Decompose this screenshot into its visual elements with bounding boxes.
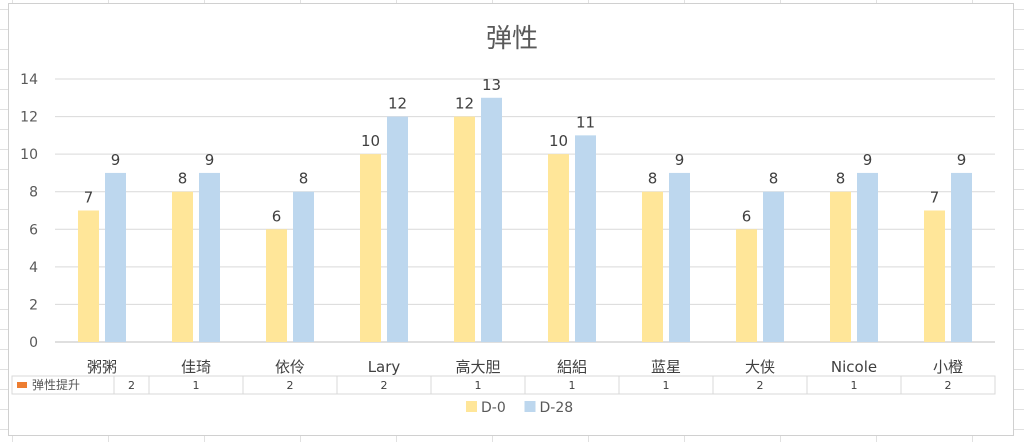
y-tick-label: 8 (29, 185, 38, 201)
y-tick-label: 0 (29, 335, 38, 351)
data-label: 12 (455, 95, 474, 113)
y-tick-label: 12 (20, 110, 38, 126)
category-label: 依伶 (275, 358, 305, 376)
bar-d-0[interactable] (642, 191, 663, 342)
data-label: 12 (388, 95, 407, 113)
bar-d-0[interactable] (172, 191, 193, 342)
gridlines (55, 78, 995, 343)
bar-d-28[interactable] (481, 97, 502, 343)
data-label: 9 (957, 151, 967, 169)
data-label: 9 (863, 151, 873, 169)
y-tick-label: 10 (20, 147, 38, 163)
y-tick-label: 2 (29, 297, 38, 313)
data-label: 9 (205, 151, 215, 169)
y-axis: 0 2 4 6 8 10 12 14 (20, 72, 38, 351)
data-label: 11 (576, 113, 595, 131)
data-table-cell: 1 (851, 379, 858, 392)
data-label: 7 (930, 189, 940, 207)
category-label: 小橙 (933, 358, 963, 376)
category-label: 佳琦 (181, 358, 211, 376)
x-axis: 粥粥 佳琦 依伶 Lary 高大胆 絽絽 蓝星 大侠 Nicole 小橙 (87, 358, 963, 376)
data-label: 13 (482, 76, 501, 94)
data-table-marker (17, 382, 27, 388)
bar-d-28[interactable] (293, 191, 314, 342)
legend-swatch (466, 401, 477, 412)
data-table-cell: 2 (381, 379, 388, 392)
y-tick-label: 4 (29, 260, 38, 276)
bar-d-28[interactable] (105, 172, 126, 342)
bar-d-0[interactable] (266, 229, 287, 342)
chart-title: 弹性 (486, 24, 538, 54)
y-tick-label: 6 (29, 222, 38, 238)
category-label: 絽絽 (557, 358, 587, 376)
data-table-cell: 2 (945, 379, 952, 392)
bar-d-28[interactable] (575, 135, 596, 342)
data-label: 9 (675, 151, 685, 169)
data-label: 8 (299, 170, 309, 188)
legend-label[interactable]: D-0 (481, 400, 506, 416)
data-label: 6 (272, 207, 282, 225)
bar-d-0[interactable] (548, 154, 569, 342)
bar-d-28[interactable] (669, 172, 690, 342)
bar-d-28[interactable] (857, 172, 878, 342)
bar-d-28[interactable] (763, 191, 784, 342)
data-label: 10 (361, 132, 380, 150)
category-label: Lary (368, 358, 401, 376)
data-label: 7 (84, 189, 94, 207)
bar-d-0[interactable] (454, 116, 475, 342)
bar-d-28[interactable] (387, 116, 408, 342)
data-table-cell: 2 (287, 379, 294, 392)
bar-d-0[interactable] (736, 229, 757, 342)
data-table-cell: 1 (193, 379, 200, 392)
category-label: 蓝星 (651, 358, 681, 376)
category-label: 大侠 (745, 358, 775, 376)
data-label: 8 (178, 170, 188, 188)
category-label: 粥粥 (87, 358, 117, 376)
legend-label[interactable]: D-28 (540, 400, 574, 416)
data-table: 弹性提升 2 1 2 2 1 1 1 2 1 2 (11, 375, 996, 395)
legend: D-0 D-28 (466, 400, 573, 416)
data-table-cell: 1 (663, 379, 670, 392)
legend-swatch (524, 401, 536, 412)
data-table-cell: 2 (128, 379, 135, 392)
y-tick-label: 14 (20, 72, 38, 88)
bar-d-28[interactable] (199, 172, 220, 342)
data-table-row-label: 弹性提升 (32, 377, 80, 392)
bar-d-0[interactable] (78, 210, 99, 343)
data-label: 10 (549, 132, 568, 150)
data-label: 9 (111, 151, 121, 169)
bar-d-0[interactable] (830, 191, 851, 342)
data-label: 8 (769, 170, 779, 188)
data-label: 8 (836, 170, 846, 188)
category-label: 高大胆 (455, 358, 500, 376)
bar-d-0[interactable] (360, 154, 381, 342)
data-table-cell: 1 (569, 379, 576, 392)
data-table-border (11, 375, 996, 395)
data-label: 6 (742, 207, 752, 225)
bar-d-0[interactable] (924, 210, 945, 343)
data-table-cell: 1 (475, 379, 482, 392)
category-label: Nicole (831, 358, 877, 376)
data-table-cell: 2 (757, 379, 764, 392)
bar-d-28[interactable] (951, 172, 972, 342)
data-label: 8 (648, 170, 658, 188)
